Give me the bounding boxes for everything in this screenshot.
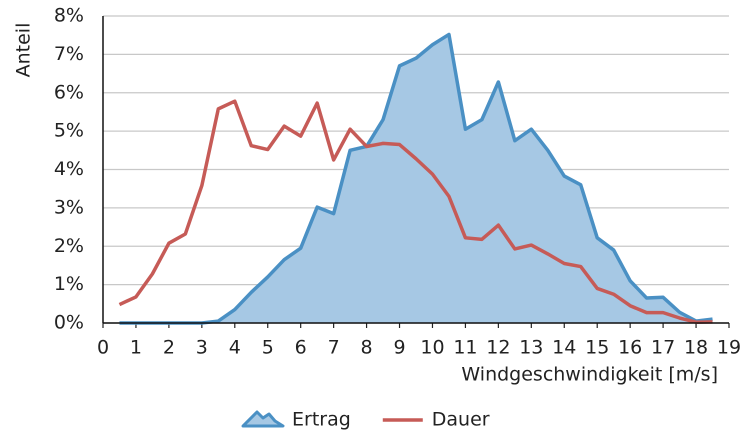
x-tick-label: 3 — [196, 337, 208, 359]
y-tick-label: 7% — [54, 43, 84, 65]
y-tick-label: 4% — [54, 158, 84, 180]
legend-label: Ertrag — [292, 409, 351, 431]
x-tick-label: 9 — [393, 337, 405, 359]
y-tick-label: 5% — [54, 120, 84, 142]
y-tick-label: 2% — [54, 235, 84, 257]
x-tick-label: 7 — [328, 337, 340, 359]
x-tick-label: 19 — [717, 337, 741, 359]
x-tick-label: 18 — [684, 337, 708, 359]
y-tick-label: 0% — [54, 312, 84, 334]
line — [118, 99, 713, 324]
x-tick-label: 12 — [486, 337, 510, 359]
x-tick-label: 13 — [519, 337, 543, 359]
x-tick-label: 6 — [295, 337, 307, 359]
x-tick-label: 11 — [453, 337, 477, 359]
x-tick-label: 4 — [229, 337, 241, 359]
x-tick-label: 8 — [361, 337, 373, 359]
line — [119, 32, 713, 325]
x-tick-label: 2 — [163, 337, 175, 359]
x-tick-label: 5 — [262, 337, 274, 359]
area — [119, 34, 713, 324]
x-tick-label: 16 — [618, 337, 642, 359]
y-tick-label: 6% — [54, 81, 84, 103]
y-axis-label: Anteil — [13, 23, 35, 78]
legend-label: Dauer — [432, 409, 490, 431]
x-tick-label: 0 — [97, 337, 109, 359]
x-tick-label: 17 — [651, 337, 675, 359]
x-axis-label: Windgeschwindigkeit [m/s] — [461, 364, 718, 386]
y-tick-label: 8% — [54, 5, 84, 27]
legend-swatch — [241, 410, 285, 428]
x-tick-label: 15 — [585, 337, 609, 359]
y-tick-label: 1% — [54, 273, 84, 295]
x-tick-label: 14 — [552, 337, 576, 359]
y-tick-label: 3% — [54, 196, 84, 218]
x-tick-label: 1 — [130, 337, 142, 359]
x-tick-label: 10 — [420, 337, 444, 359]
